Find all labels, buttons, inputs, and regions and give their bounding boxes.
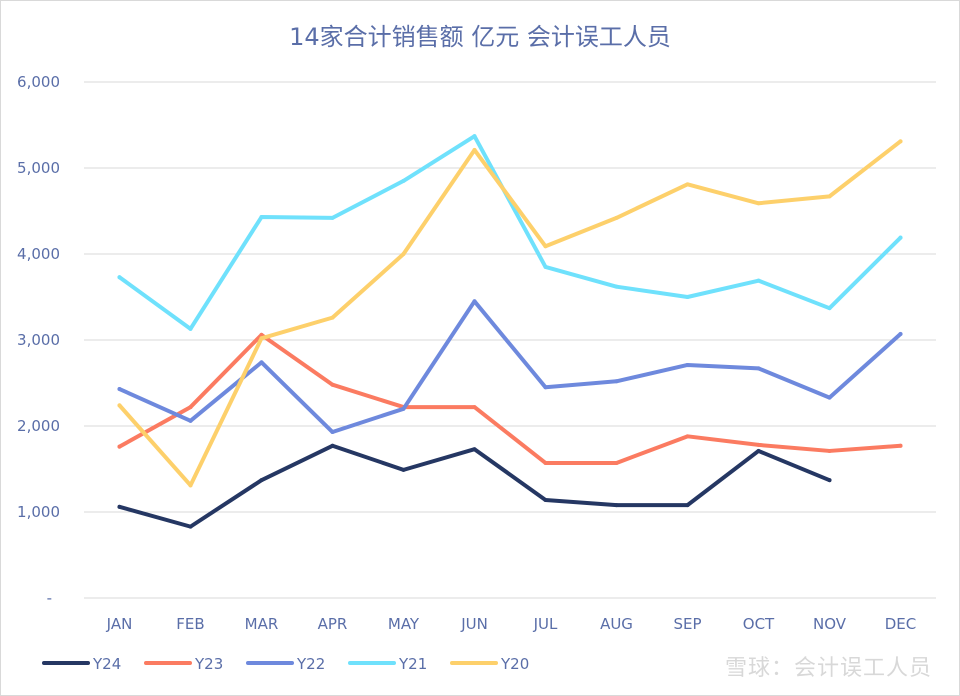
data-point	[259, 360, 264, 365]
data-point	[330, 382, 335, 387]
chart-title: 14家合计销售额 亿元 会计误工人员	[289, 23, 671, 51]
data-point	[117, 504, 122, 509]
data-point	[827, 194, 832, 199]
x-tick-label: MAY	[388, 615, 420, 633]
data-point	[685, 434, 690, 439]
x-tick-label: APR	[318, 615, 348, 633]
watermark: 雪球：会计误工人员	[724, 656, 932, 681]
data-point	[614, 460, 619, 465]
data-point	[188, 405, 193, 410]
x-tick-label: MAR	[245, 615, 279, 633]
data-point	[827, 395, 832, 400]
data-point	[898, 443, 903, 448]
data-point	[614, 215, 619, 220]
data-point	[188, 418, 193, 423]
data-point	[188, 483, 193, 488]
data-point	[685, 503, 690, 508]
x-tick-label: NOV	[813, 615, 847, 633]
data-point	[472, 134, 477, 139]
data-point	[543, 497, 548, 502]
data-point	[756, 442, 761, 447]
series-line-y24	[117, 443, 832, 529]
data-point	[117, 403, 122, 408]
data-point	[117, 444, 122, 449]
data-point	[401, 252, 406, 256]
data-point	[543, 460, 548, 465]
data-point	[614, 284, 619, 289]
data-point	[756, 278, 761, 283]
data-point	[543, 385, 548, 390]
data-point	[188, 326, 193, 331]
x-tick-label: SEP	[673, 615, 701, 633]
data-point	[472, 405, 477, 410]
series-line-y23	[117, 332, 903, 465]
data-point	[472, 299, 477, 304]
series-line-y21	[117, 134, 903, 331]
data-point	[756, 448, 761, 453]
y-tick-label: 4,000	[17, 245, 60, 263]
legend-label: Y21	[398, 655, 427, 673]
x-tick-label: JUN	[460, 615, 488, 633]
y-tick-label: 3,000	[17, 331, 60, 349]
data-point	[685, 182, 690, 187]
data-point	[685, 295, 690, 299]
x-tick-label: JAN	[106, 615, 133, 633]
data-point	[543, 244, 548, 249]
data-point	[472, 147, 477, 152]
x-tick-label: FEB	[176, 615, 204, 633]
data-point	[401, 178, 406, 183]
data-point	[117, 387, 122, 392]
y-tick-label: -	[47, 589, 52, 607]
x-tick-label: AUG	[600, 615, 633, 633]
data-point	[330, 315, 335, 320]
series-line-y22	[117, 299, 903, 435]
data-point	[614, 503, 619, 508]
data-point	[259, 332, 264, 337]
data-point	[401, 467, 406, 472]
x-tick-label: DEC	[885, 615, 917, 633]
data-point	[827, 448, 832, 453]
legend-label: Y24	[92, 655, 121, 673]
data-point	[827, 478, 832, 483]
y-tick-label: 6,000	[17, 73, 60, 91]
data-point	[756, 201, 761, 206]
data-point	[685, 362, 690, 367]
data-point	[401, 406, 406, 411]
y-tick-label: 5,000	[17, 159, 60, 177]
data-point	[614, 379, 619, 384]
data-point	[330, 443, 335, 448]
legend-label: Y23	[194, 655, 223, 673]
y-tick-label: 1,000	[17, 503, 60, 521]
data-point	[756, 366, 761, 371]
data-point	[259, 215, 264, 220]
data-point	[259, 478, 264, 483]
data-point	[330, 430, 335, 435]
x-tick-label: JUL	[533, 615, 558, 633]
data-point	[472, 447, 477, 452]
data-point	[117, 275, 122, 280]
data-point	[898, 139, 903, 144]
data-point	[188, 524, 193, 529]
data-point	[898, 331, 903, 336]
series-line-y20	[117, 139, 903, 488]
legend-label: Y22	[296, 655, 325, 673]
legend-label: Y20	[500, 655, 529, 673]
data-point	[330, 215, 335, 220]
data-point	[259, 336, 264, 341]
y-tick-label: 2,000	[17, 417, 60, 435]
data-point	[898, 235, 903, 240]
data-point	[827, 306, 832, 311]
x-tick-label: OCT	[743, 615, 775, 633]
data-point	[543, 264, 548, 269]
